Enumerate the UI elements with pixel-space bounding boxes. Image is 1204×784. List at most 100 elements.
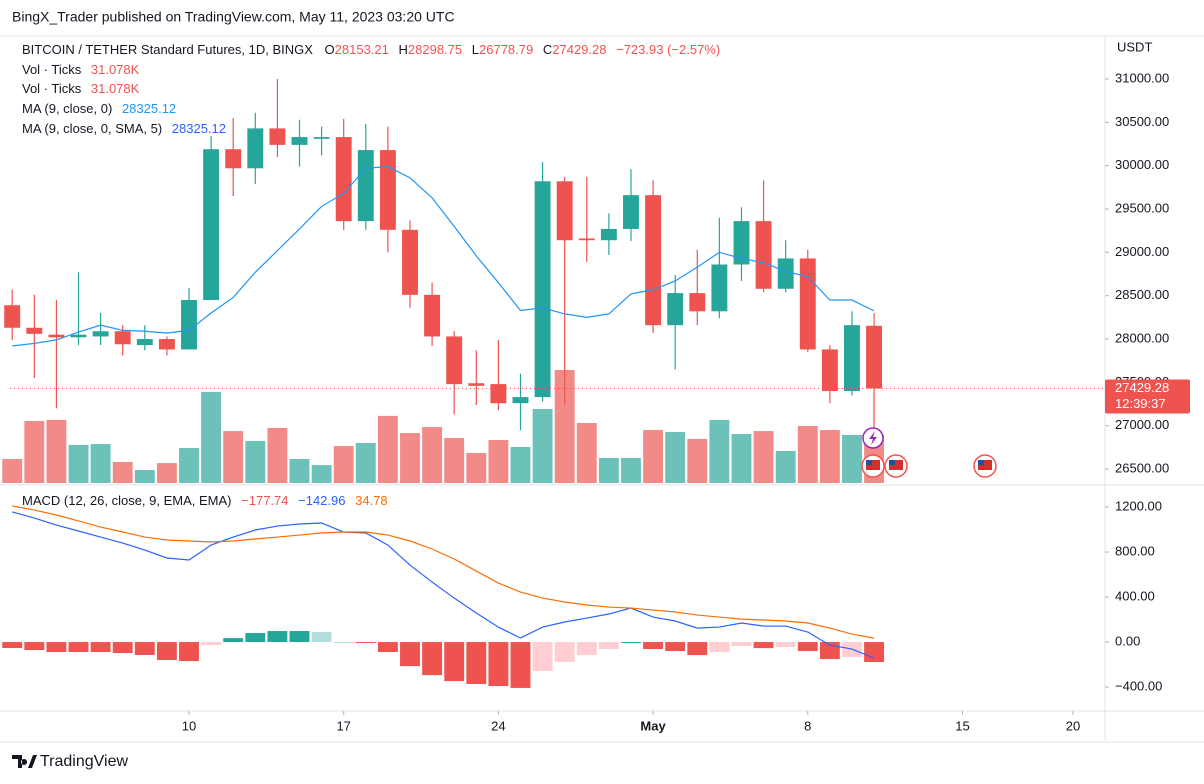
candle-body bbox=[490, 384, 507, 404]
y-tick-label: 29500.00 bbox=[1115, 200, 1169, 215]
histogram-bar bbox=[223, 638, 244, 643]
candle-body bbox=[534, 181, 551, 398]
histogram-bar bbox=[797, 642, 818, 652]
y-tick-label: 29000.00 bbox=[1115, 244, 1169, 259]
histogram-bar bbox=[355, 642, 376, 644]
volume-bar bbox=[179, 448, 199, 483]
candle-body bbox=[114, 331, 131, 345]
legend-name: MACD (12, 26, close, 9, EMA, EMA) bbox=[22, 493, 232, 508]
histogram-bar bbox=[488, 642, 509, 687]
signal-line bbox=[12, 505, 875, 639]
volume-bar bbox=[400, 433, 420, 483]
candle-body bbox=[335, 137, 352, 222]
histogram-bar bbox=[156, 642, 177, 661]
volume-bar bbox=[355, 442, 376, 483]
event-icon-glyph bbox=[869, 431, 877, 445]
candle-body bbox=[689, 293, 706, 312]
histogram-bar bbox=[532, 642, 553, 672]
volume-bar bbox=[68, 444, 89, 483]
histogram-bar bbox=[422, 642, 443, 676]
volume-bar bbox=[2, 459, 23, 483]
histogram-bar bbox=[753, 642, 774, 649]
histogram-bar bbox=[709, 642, 730, 653]
candle-body bbox=[777, 258, 794, 289]
event-icons bbox=[861, 427, 997, 478]
y-tick-label: 30000.00 bbox=[1115, 157, 1169, 172]
volume-bar bbox=[156, 463, 177, 483]
volume-bar bbox=[753, 431, 774, 483]
legend-value: −142.96 bbox=[298, 493, 345, 508]
candle-body bbox=[357, 150, 374, 222]
candle-body bbox=[799, 258, 816, 350]
histogram-bar bbox=[112, 642, 133, 654]
candle-body bbox=[269, 128, 286, 145]
y-tick-label: 1200.00 bbox=[1115, 498, 1162, 513]
volume-bar bbox=[289, 459, 310, 483]
histogram-bar bbox=[643, 642, 664, 650]
volume-bar bbox=[510, 446, 531, 483]
candle-body bbox=[468, 383, 485, 386]
histogram-bar bbox=[444, 642, 465, 682]
histogram-bar bbox=[90, 642, 111, 653]
candle-body bbox=[247, 128, 264, 169]
volume-bar bbox=[245, 440, 266, 483]
y-tick-label: −400.00 bbox=[1115, 678, 1162, 693]
candle-body bbox=[424, 294, 441, 337]
volume-legend: Vol · Ticks 31.078K bbox=[22, 62, 140, 77]
candle-body bbox=[667, 293, 684, 326]
macd-legend: MACD (12, 26, close, 9, EMA, EMA) −177.7… bbox=[22, 493, 388, 508]
histogram-bar bbox=[24, 642, 45, 651]
volume-bar bbox=[466, 453, 487, 483]
ohlc-value: 28298.75 bbox=[408, 42, 462, 57]
volume-bar bbox=[201, 391, 222, 483]
candle-body bbox=[600, 228, 617, 241]
candle-body bbox=[556, 181, 573, 241]
histogram-bar bbox=[775, 642, 796, 648]
volume-bar bbox=[687, 438, 708, 483]
volume-bar bbox=[267, 427, 288, 483]
candle-body bbox=[4, 305, 21, 328]
event-icon[interactable] bbox=[861, 454, 885, 478]
y-tick-label: 0.00 bbox=[1115, 633, 1140, 648]
x-tick-label: 8 bbox=[804, 718, 811, 733]
histogram-bar bbox=[134, 642, 155, 655]
y-tick-label: 26500.00 bbox=[1115, 460, 1169, 475]
histogram-bar bbox=[377, 642, 398, 653]
publisher-header: BingX_Trader published on TradingView.co… bbox=[12, 9, 455, 25]
volume-bar bbox=[842, 434, 862, 483]
candle-body bbox=[866, 325, 883, 389]
macd-layer: −400.00 0.00 400.00 800.00 1200.00 10 17 24 May 8… bbox=[2, 498, 1162, 733]
event-icon[interactable] bbox=[973, 454, 997, 478]
legend-value: −177.74 bbox=[241, 493, 288, 508]
volume-bar bbox=[311, 465, 332, 483]
volume-bar bbox=[532, 408, 553, 483]
volume-layer bbox=[2, 370, 885, 483]
volume-bar bbox=[621, 457, 641, 483]
candle-body bbox=[70, 334, 87, 338]
candle-body bbox=[623, 195, 639, 229]
histogram-bar bbox=[864, 642, 885, 663]
event-icon[interactable] bbox=[884, 454, 908, 478]
candle-body bbox=[578, 238, 595, 241]
ohlc-label: L bbox=[472, 42, 479, 57]
volume-bar bbox=[444, 438, 465, 483]
candle-body bbox=[313, 137, 330, 139]
histogram-bar bbox=[731, 642, 752, 646]
change-value: −723.93 (−2.57%) bbox=[616, 42, 720, 57]
candle-body bbox=[92, 331, 109, 337]
price-layer: 26500.0027000.0027500.0028000.0028500.00… bbox=[4, 70, 1190, 475]
histogram-bar bbox=[201, 642, 222, 646]
histogram-bar bbox=[245, 633, 266, 643]
candle-body bbox=[733, 221, 750, 265]
candle-body bbox=[379, 150, 396, 230]
volume-bar bbox=[775, 451, 796, 483]
x-tick-label: 17 bbox=[336, 718, 350, 733]
candle-body bbox=[645, 195, 662, 326]
countdown-label: 12:39:37 bbox=[1115, 396, 1166, 411]
footer-brand: TradingView bbox=[40, 753, 128, 770]
ma-legend: MA (9, close, 0) 28325.12 bbox=[22, 101, 176, 116]
ohlc-label: C bbox=[543, 42, 552, 57]
macd-line bbox=[12, 511, 875, 659]
volume-bar bbox=[488, 440, 509, 483]
